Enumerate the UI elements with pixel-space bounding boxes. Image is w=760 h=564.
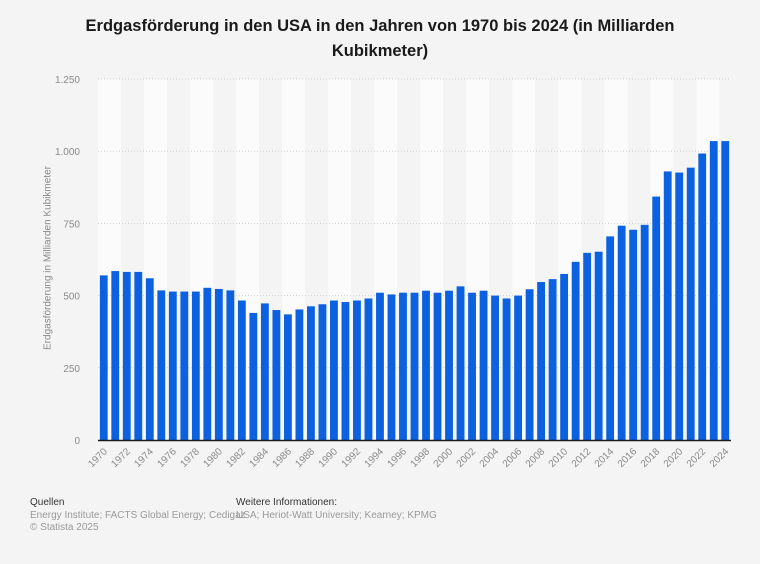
bar-chart: 0 250 500 750 1.000 1.250 1970 1972 1974 1976 1978… [55, 75, 732, 470]
bar-1972 [122, 271, 131, 440]
x-tick-label: 2010 [547, 446, 571, 470]
bar-1979 [203, 287, 212, 440]
bar-2015 [617, 225, 626, 440]
bar-2017 [640, 224, 649, 440]
bar-1985 [272, 310, 281, 440]
bar-2010 [560, 273, 569, 440]
bar-2002 [468, 292, 476, 440]
x-tick-label: 1984 [247, 446, 271, 470]
bar-1977 [180, 291, 189, 440]
x-tick-label: 1994 [363, 446, 387, 470]
bar-1978 [191, 291, 200, 440]
bar-2004 [491, 295, 499, 440]
bar-2013 [594, 251, 603, 440]
bar-1987 [295, 309, 304, 440]
bar-1989 [318, 304, 327, 440]
bar-2018 [652, 196, 661, 440]
x-tick-label: 2008 [524, 446, 548, 470]
bar-1973 [134, 271, 143, 440]
bar-1990 [330, 300, 338, 440]
x-tick-label: 1978 [178, 446, 202, 470]
y-tick-label: 750 [63, 219, 80, 230]
chart-title: Erdgasförderung in den USA in den Jahren… [85, 17, 675, 60]
bar-2000 [445, 290, 453, 440]
bar-2014 [606, 236, 615, 440]
x-tick-label: 2016 [616, 446, 640, 470]
bar-1999 [433, 292, 442, 440]
x-tick-label: 1976 [155, 446, 179, 470]
bar-1981 [226, 290, 235, 440]
bar-2009 [548, 279, 557, 440]
bar-1983 [249, 312, 258, 440]
x-tick-label: 1992 [340, 446, 364, 470]
bar-1995 [387, 294, 396, 440]
sources-block: Quellen Energy Institute; FACTS Global E… [30, 497, 246, 535]
x-tick-label: 2020 [662, 446, 686, 470]
sources-heading: Quellen [30, 497, 65, 508]
x-tick-label: 2014 [593, 446, 617, 470]
bar-2011 [571, 261, 580, 440]
bar-2007 [525, 289, 534, 440]
bar-1988 [307, 306, 315, 440]
bar-2019 [663, 171, 672, 440]
bar-2021 [686, 167, 695, 440]
bar-1991 [341, 301, 350, 440]
bar-2023 [709, 141, 718, 441]
bar-2006 [514, 295, 522, 440]
x-tick-label: 1988 [294, 446, 318, 470]
bar-1980 [214, 288, 223, 440]
x-tick-label: 2000 [432, 446, 456, 470]
x-tick-label: 1996 [386, 446, 410, 470]
y-tick-label: 500 [63, 292, 80, 303]
bar-2020 [675, 172, 684, 440]
bar-1986 [283, 314, 292, 440]
y-tick-label: 1.250 [55, 75, 80, 86]
bar-1974 [145, 278, 154, 440]
sources-text[interactable]: Energy Institute; FACTS Global Energy; C… [30, 509, 246, 521]
y-tick-label: 250 [63, 364, 80, 375]
y-tick-label: 1.000 [55, 147, 80, 158]
x-tick-label: 2022 [685, 446, 709, 470]
bar-1976 [168, 291, 177, 440]
x-tick-label: 2004 [478, 446, 502, 470]
x-tick-label: 2012 [570, 446, 594, 470]
bar-2024 [721, 141, 730, 441]
x-tick-label: 1986 [271, 446, 295, 470]
bar-1975 [157, 290, 166, 440]
info-text[interactable]: USA; Heriot-Watt University; Kearney; KP… [236, 509, 437, 521]
x-tick-label: 2018 [639, 446, 663, 470]
x-tick-label: 1998 [409, 446, 433, 470]
bar-1992 [353, 300, 361, 440]
x-tick-label: 2002 [455, 446, 479, 470]
x-tick-label: 1970 [86, 446, 110, 470]
bar-2008 [537, 282, 546, 440]
bar-1994 [376, 292, 384, 440]
bar-1996 [399, 292, 407, 440]
x-tick-label: 1990 [317, 446, 341, 470]
bar-2022 [698, 153, 707, 440]
x-tick-label: 2024 [708, 446, 732, 470]
bar-1971 [111, 271, 120, 440]
x-tick-label: 1974 [132, 446, 156, 470]
bar-1998 [422, 290, 430, 440]
y-axis-label: Erdgasförderung in Milliarden Kubikmeter [42, 166, 54, 350]
y-tick-label: 0 [74, 436, 80, 447]
x-tick-label: 1982 [224, 446, 248, 470]
bar-2005 [502, 298, 511, 440]
info-heading: Weitere Informationen: [236, 497, 337, 508]
x-tick-label: 2006 [501, 446, 525, 470]
bar-1993 [364, 298, 373, 440]
bar-1982 [237, 300, 246, 440]
bar-1970 [99, 275, 108, 440]
info-block: Weitere Informationen: USA; Heriot-Watt … [236, 497, 437, 522]
bar-1984 [260, 303, 269, 440]
bar-2012 [583, 252, 592, 440]
bar-1997 [410, 292, 419, 440]
bar-2001 [456, 286, 465, 440]
bar-2016 [629, 229, 638, 440]
x-tick-label: 1980 [201, 446, 225, 470]
bar-2003 [479, 290, 488, 440]
copyright: © Statista 2025 [30, 522, 99, 533]
x-tick-label: 1972 [109, 446, 133, 470]
